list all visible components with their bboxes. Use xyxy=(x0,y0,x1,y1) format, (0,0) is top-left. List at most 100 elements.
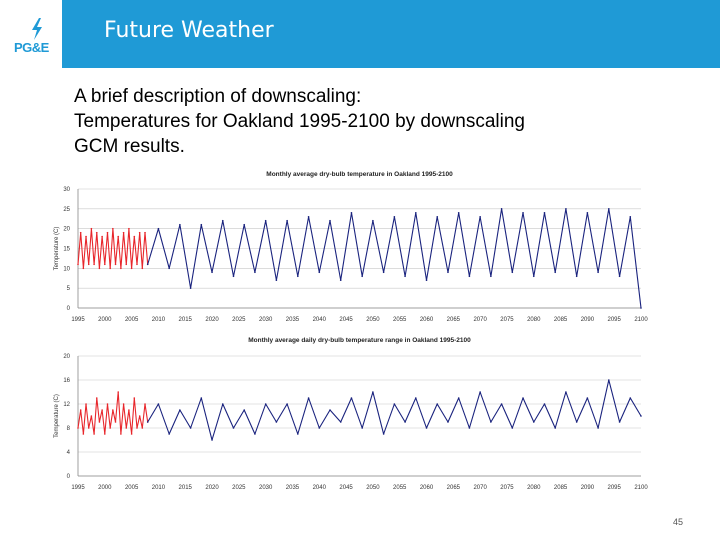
x-tick-label: 2060 xyxy=(420,317,434,323)
data-point xyxy=(597,427,599,429)
y-tick-label: 10 xyxy=(63,266,70,272)
y-tick-label: 20 xyxy=(63,227,70,233)
description-line: GCM results. xyxy=(74,136,185,157)
y-tick-label: 30 xyxy=(63,187,70,193)
x-tick-label: 2060 xyxy=(420,485,434,491)
x-tick-label: 2020 xyxy=(205,485,219,491)
data-point xyxy=(468,427,471,429)
y-tick-label: 0 xyxy=(67,474,71,480)
x-tick-label: 2055 xyxy=(393,485,407,491)
data-point xyxy=(307,215,310,218)
data-point xyxy=(415,397,417,399)
data-point xyxy=(232,275,235,278)
data-point xyxy=(122,403,125,405)
data-point xyxy=(532,275,535,278)
data-point xyxy=(361,275,363,278)
data-point xyxy=(95,397,98,399)
data-point xyxy=(136,427,138,429)
data-point xyxy=(457,212,460,214)
data-point xyxy=(101,409,103,411)
data-point xyxy=(117,391,120,393)
description: A brief description of downscaling: Temp… xyxy=(74,84,674,159)
data-point xyxy=(490,275,492,278)
x-tick-label: 2010 xyxy=(152,485,166,491)
x-tick-label: 2040 xyxy=(313,317,327,323)
data-point xyxy=(243,409,246,411)
data-point xyxy=(307,397,310,399)
data-point xyxy=(141,427,144,429)
data-point xyxy=(120,433,122,435)
data-point xyxy=(286,403,288,405)
page-number: 45 xyxy=(673,517,684,527)
data-point xyxy=(87,427,90,429)
data-point xyxy=(511,271,514,274)
y-axis-label: Temperature (C) xyxy=(54,227,60,271)
data-point xyxy=(339,279,342,282)
data-point xyxy=(120,267,122,270)
y-tick-label: 12 xyxy=(63,402,70,408)
data-point xyxy=(104,433,106,435)
data-point xyxy=(608,379,610,381)
data-point xyxy=(586,397,589,399)
data-point xyxy=(264,403,267,405)
data-point xyxy=(168,433,170,435)
data-point xyxy=(133,235,136,238)
data-point xyxy=(114,263,117,266)
data-point xyxy=(130,433,133,435)
data-point xyxy=(101,235,103,238)
data-point xyxy=(179,223,181,226)
data-point xyxy=(106,403,109,405)
x-tick-label: 1995 xyxy=(71,485,85,491)
data-point xyxy=(425,427,428,429)
data-point xyxy=(361,427,363,429)
data-point xyxy=(221,219,224,222)
logo-text: PG&E xyxy=(14,40,49,55)
data-point xyxy=(254,433,256,435)
data-point xyxy=(77,427,79,429)
data-point xyxy=(382,271,385,274)
data-point xyxy=(90,415,93,417)
y-tick-label: 15 xyxy=(63,247,70,253)
x-tick-label: 2025 xyxy=(232,485,246,491)
data-point xyxy=(79,409,82,411)
data-point xyxy=(318,427,321,429)
data-point xyxy=(189,427,192,429)
data-point xyxy=(436,215,439,218)
data-point xyxy=(211,439,213,441)
header-bar xyxy=(0,0,720,68)
data-point xyxy=(93,433,95,435)
data-point xyxy=(254,271,256,274)
data-point xyxy=(286,219,288,222)
lightning-bolt-icon xyxy=(32,18,42,40)
x-tick-label: 2045 xyxy=(339,485,353,491)
data-point xyxy=(109,427,111,429)
data-point xyxy=(586,212,589,214)
data-point xyxy=(629,215,632,218)
x-tick-label: 2005 xyxy=(125,485,139,491)
data-point xyxy=(522,397,524,399)
data-point xyxy=(112,227,114,230)
x-tick-label: 2085 xyxy=(554,317,568,323)
data-point xyxy=(565,391,567,393)
data-point xyxy=(479,391,481,393)
x-tick-label: 2015 xyxy=(179,485,193,491)
data-point xyxy=(128,227,130,230)
x-tick-label: 2000 xyxy=(98,317,112,323)
x-tick-label: 2095 xyxy=(608,317,622,323)
x-tick-label: 2040 xyxy=(313,485,327,491)
data-point xyxy=(144,231,146,234)
data-point xyxy=(98,421,101,423)
data-point xyxy=(146,421,149,423)
data-point xyxy=(179,409,181,411)
data-point xyxy=(436,403,439,405)
data-point xyxy=(125,427,128,429)
x-tick-label: 1995 xyxy=(71,317,85,323)
data-point xyxy=(640,307,642,309)
y-tick-label: 4 xyxy=(67,450,71,456)
data-point xyxy=(339,421,342,423)
x-tick-label: 2045 xyxy=(339,317,353,323)
y-tick-label: 0 xyxy=(67,306,71,312)
y-tick-label: 5 xyxy=(67,286,71,292)
data-point xyxy=(393,215,396,218)
data-point xyxy=(318,271,321,274)
